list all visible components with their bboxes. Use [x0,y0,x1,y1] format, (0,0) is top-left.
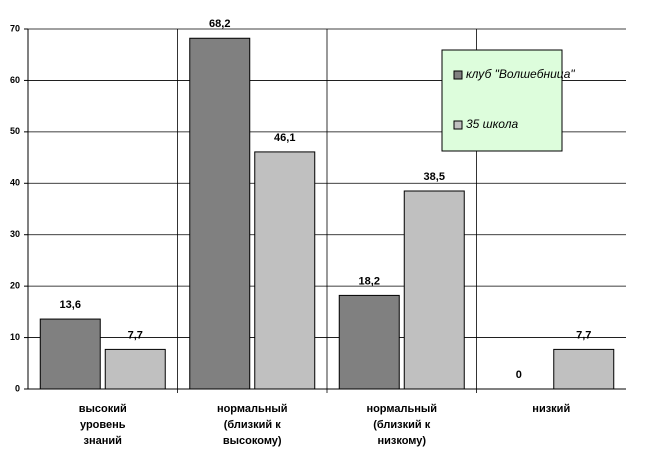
legend-label: клуб "Волшебница" [466,67,575,81]
bar [254,151,316,390]
data-label: 7,7 [576,329,591,341]
x-tick-label-line: высокому) [223,435,282,447]
y-tick-label: 70 [10,23,20,33]
x-tick-label: нормальный (близкий к низкому) [366,403,437,447]
legend-swatch [453,120,463,130]
x-tick-label-line: знаний [84,435,122,447]
y-tick-label: 50 [10,126,20,136]
y-tick-label: 60 [10,75,20,85]
legend-label: 35 школа [466,117,518,131]
y-tick-label: 0 [15,383,20,393]
x-tick-label-line: высокий [79,403,127,415]
bar [104,348,166,390]
bar [39,318,101,390]
data-label: 13,6 [60,299,81,311]
legend-swatch [453,70,463,80]
bar [338,294,400,390]
y-tick-label: 20 [10,281,20,291]
bar [403,190,465,390]
x-tick-label-line: нормальный [366,403,437,415]
x-tick-label-line: (близкий к [373,419,430,431]
data-label: 18,2 [359,275,380,287]
data-label: 68,2 [209,18,230,30]
x-tick-label: низкий [532,403,570,415]
x-tick-label: нормальный (близкий к высокому) [217,403,288,447]
bar [553,348,615,390]
data-label: 46,1 [274,132,295,144]
data-label: 0 [516,369,522,381]
y-tick-label: 30 [10,229,20,239]
y-tick-label: 10 [10,332,20,342]
legend-box [441,49,563,152]
x-tick-label: высокий уровень знаний [79,403,127,447]
x-tick-label-line: нормальный [217,403,288,415]
x-tick-label-line: уровень [80,419,126,431]
x-tick-label-line: низкому) [377,435,426,447]
x-tick-label-line: низкий [532,403,570,415]
data-label: 38,5 [424,171,445,183]
bar [189,37,251,390]
y-tick-label: 40 [10,178,20,188]
data-label: 7,7 [128,329,143,341]
x-tick-label-line: (близкий к [224,419,281,431]
